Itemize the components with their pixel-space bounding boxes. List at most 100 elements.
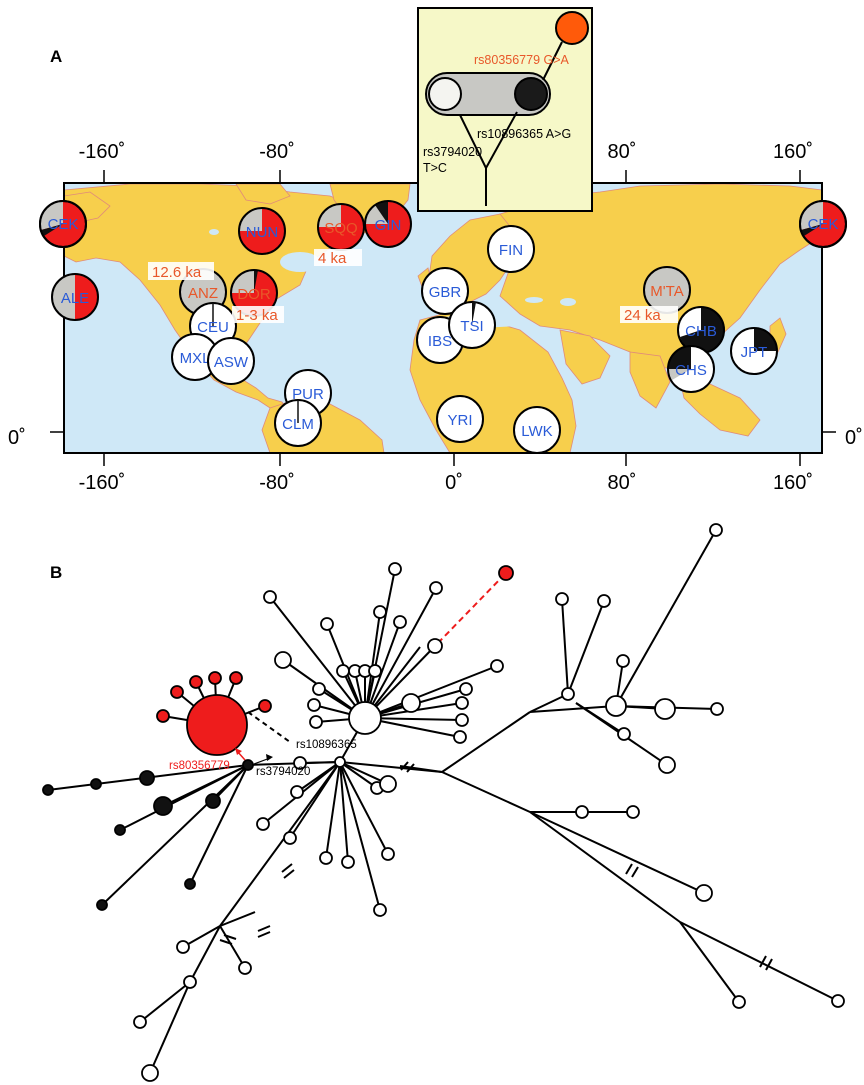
break-mark bbox=[759, 955, 767, 968]
node-white bbox=[263, 590, 277, 604]
pie-slice bbox=[52, 274, 75, 320]
x-tick-top: -160˚ bbox=[79, 141, 126, 163]
pie-mta: M'TA bbox=[643, 266, 691, 314]
india bbox=[629, 351, 671, 409]
se-asia bbox=[679, 379, 761, 437]
age-label-mta: 24 ka bbox=[624, 307, 661, 324]
node-white bbox=[256, 817, 270, 831]
pie-outline bbox=[364, 200, 412, 248]
edge bbox=[529, 705, 617, 713]
x-tick-top: 160˚ bbox=[773, 141, 813, 163]
node-white bbox=[427, 638, 443, 654]
pop-label: CEK bbox=[808, 216, 839, 233]
break-mark bbox=[765, 958, 773, 971]
node-white bbox=[555, 592, 569, 606]
pop-label: CHS bbox=[675, 362, 707, 379]
node-white bbox=[453, 730, 467, 744]
red-dashed-edge bbox=[437, 572, 507, 644]
inset-snp-red: rs80356779 G>A bbox=[474, 53, 570, 67]
node-white bbox=[597, 594, 611, 608]
node-white bbox=[575, 805, 589, 819]
edge bbox=[139, 981, 191, 1023]
black-sea bbox=[525, 297, 543, 303]
pie-clm: CLM bbox=[274, 399, 322, 447]
edge bbox=[339, 761, 389, 855]
node-red bbox=[258, 699, 272, 713]
pie-slice bbox=[668, 369, 691, 380]
node-red-hub bbox=[186, 694, 248, 756]
node-white bbox=[658, 756, 676, 774]
pie-cek-left: CEK bbox=[39, 200, 87, 248]
node-white bbox=[290, 785, 304, 799]
node-white bbox=[176, 940, 190, 954]
node-white bbox=[379, 775, 397, 793]
node-white bbox=[490, 659, 504, 673]
node-white bbox=[183, 975, 197, 989]
edge bbox=[679, 921, 740, 1003]
inset-haplotype-tree: rs80356779 G>A rs10896365 A>G rs3794020 … bbox=[417, 7, 593, 212]
node-red bbox=[170, 685, 184, 699]
edge bbox=[325, 761, 341, 859]
caspian-sea bbox=[560, 298, 576, 306]
pop-label: GIN bbox=[375, 217, 402, 234]
edge bbox=[219, 925, 246, 969]
node-white bbox=[319, 851, 333, 865]
edge bbox=[615, 529, 717, 707]
pie-gin: GIN bbox=[364, 200, 412, 248]
node-white bbox=[455, 713, 469, 727]
pie-outline bbox=[799, 200, 847, 248]
node-red bbox=[189, 675, 203, 689]
pie-outline bbox=[487, 225, 535, 273]
pie-cek-right: CEK bbox=[799, 200, 847, 248]
pie-yri: YRI bbox=[436, 395, 484, 443]
pop-label: ASW bbox=[214, 354, 249, 371]
break-mark bbox=[257, 931, 271, 938]
node-white bbox=[710, 702, 724, 716]
node-black bbox=[90, 778, 102, 790]
pop-label: MXL bbox=[180, 350, 211, 367]
arrow-red-head bbox=[235, 748, 242, 755]
break-mark bbox=[400, 761, 409, 771]
inset-snp-root-2: T>C bbox=[423, 161, 447, 175]
pie-sqq: SQQ bbox=[317, 203, 365, 251]
break-mark bbox=[631, 866, 639, 878]
pie-outline bbox=[238, 207, 286, 255]
pie-slice bbox=[239, 208, 262, 231]
edge bbox=[182, 925, 221, 948]
break-mark bbox=[281, 863, 293, 873]
pie-fin: FIN bbox=[487, 225, 535, 273]
pop-label: GBR bbox=[429, 284, 462, 301]
node-white bbox=[336, 664, 350, 678]
inset-branch bbox=[459, 114, 487, 169]
node-black bbox=[242, 759, 254, 771]
pie-slice bbox=[254, 269, 258, 293]
edge bbox=[441, 771, 531, 813]
node-white bbox=[616, 654, 630, 668]
break-mark bbox=[219, 939, 233, 945]
pie-outline bbox=[436, 395, 484, 443]
edge bbox=[399, 765, 443, 773]
node-white bbox=[561, 687, 575, 701]
edge bbox=[189, 764, 249, 885]
edge bbox=[162, 764, 249, 807]
pop-label: LWK bbox=[521, 423, 552, 440]
node-red bbox=[498, 565, 514, 581]
pie-outline bbox=[513, 406, 561, 454]
node-white bbox=[695, 884, 713, 902]
inset-red-node bbox=[555, 11, 589, 45]
node-white bbox=[654, 698, 676, 720]
edge bbox=[529, 811, 705, 894]
edge bbox=[567, 600, 605, 695]
x-tick-bottom: 160˚ bbox=[773, 472, 813, 494]
inset-snp-root-1: rs3794020 bbox=[423, 145, 482, 159]
node-white bbox=[401, 693, 421, 713]
edge bbox=[149, 981, 191, 1074]
x-tick-top: -80˚ bbox=[259, 141, 295, 163]
node-white bbox=[293, 756, 307, 770]
node-white bbox=[459, 682, 473, 696]
pop-label: IBS bbox=[428, 333, 452, 350]
node-white bbox=[283, 831, 297, 845]
pop-label: FIN bbox=[499, 242, 523, 259]
node-white bbox=[141, 1064, 159, 1082]
pie-outline bbox=[207, 337, 255, 385]
